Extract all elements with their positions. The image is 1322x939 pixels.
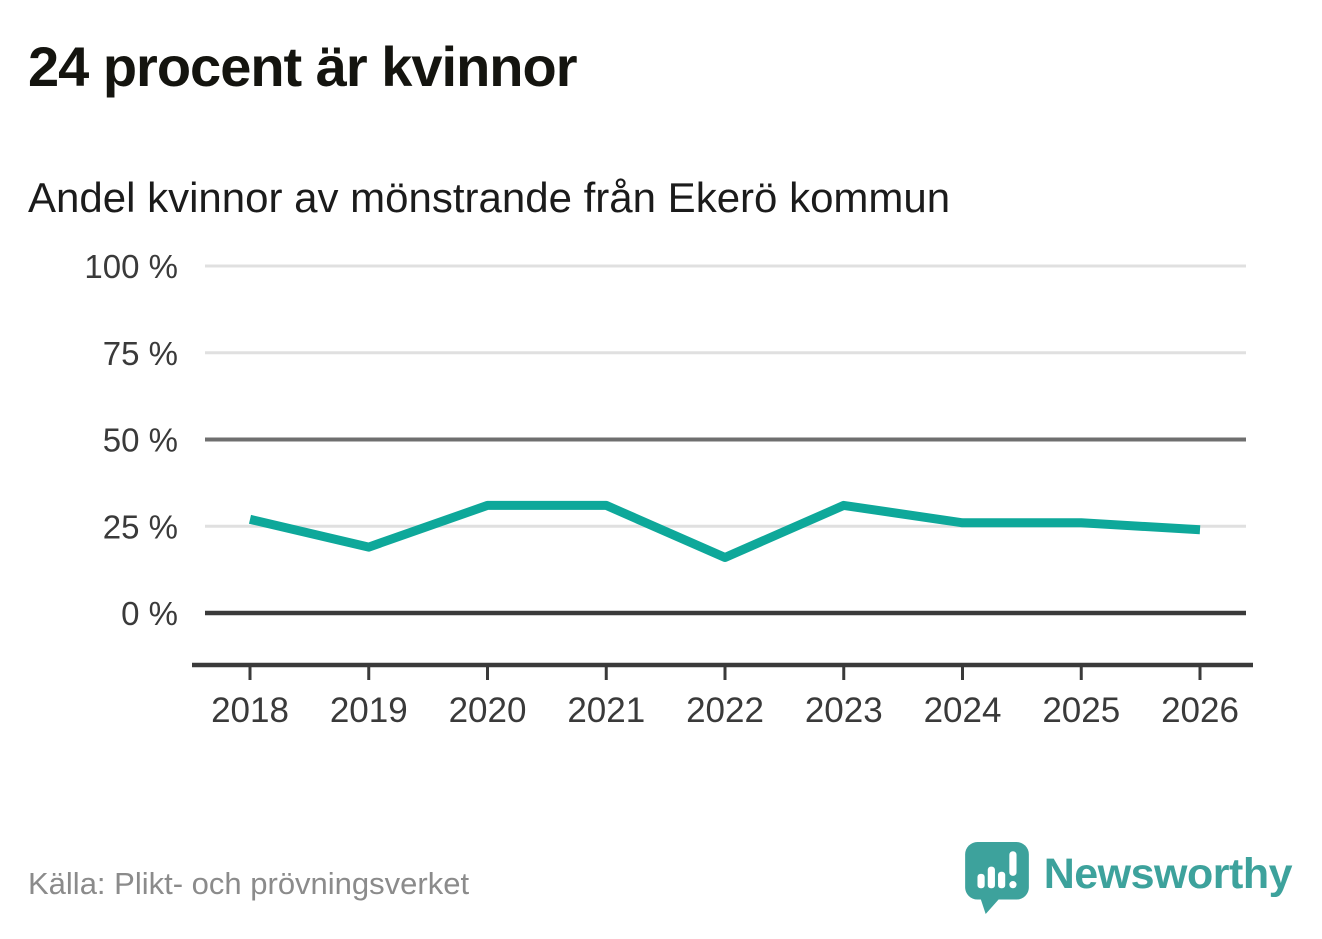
y-axis-tick-label: 25 % <box>103 508 178 545</box>
exclamation-dot <box>1009 881 1017 889</box>
x-axis-tick-label: 2020 <box>449 691 527 730</box>
bar-chart-bar-tall <box>987 866 995 889</box>
bar-chart-bar-small <box>977 873 985 889</box>
chart-subtitle: Andel kvinnor av mönstrande från Ekerö k… <box>28 174 951 221</box>
y-axis-tick-label: 100 % <box>84 248 178 285</box>
data-series-line <box>248 500 1201 562</box>
x-axis-tick-label: 2024 <box>924 691 1002 730</box>
speech-bubble-tail <box>979 895 1002 914</box>
x-axis-tick-label: 2021 <box>567 691 645 730</box>
source-note: Källa: Plikt- och prövningsverket <box>28 866 470 901</box>
chart-title: 24 procent är kvinnor <box>28 35 578 98</box>
x-axis-tick-label: 2019 <box>330 691 408 730</box>
x-axis-tick-label: 2018 <box>211 691 289 730</box>
newsworthy-logo: Newsworthy <box>964 842 1293 916</box>
bar-chart-bar-medium <box>997 871 1005 889</box>
newsworthy-speech-bubble-icon <box>964 842 1029 914</box>
y-axis-tick-label: 75 % <box>103 335 178 372</box>
brand-name: Newsworthy <box>1043 850 1293 898</box>
exclamation-stem <box>1009 851 1017 876</box>
x-axis-tick-label: 2026 <box>1161 691 1239 730</box>
y-axis-tick-label: 50 % <box>103 422 178 459</box>
x-axis-tick-label: 2023 <box>805 691 883 730</box>
y-axis-tick-label: 0 % <box>121 595 178 632</box>
x-axis-tick-label: 2022 <box>686 691 764 730</box>
x-axis-tick-label: 2025 <box>1042 691 1120 730</box>
